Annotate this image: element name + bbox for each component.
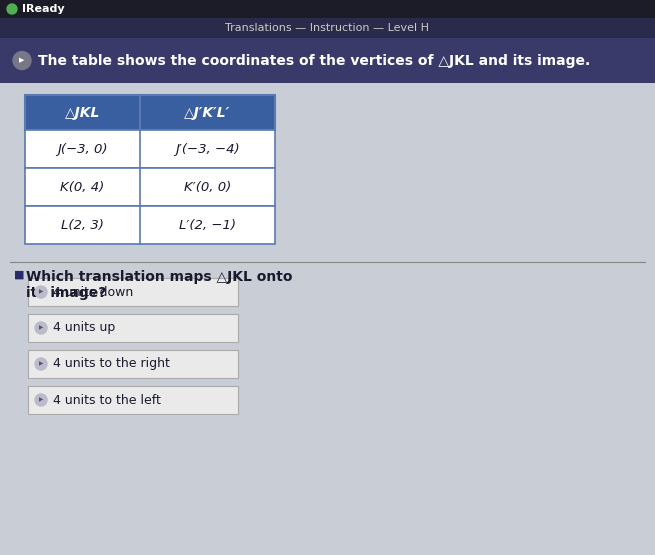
Text: ▶: ▶	[39, 361, 43, 366]
Circle shape	[35, 286, 47, 298]
Text: J′(−3, −4): J′(−3, −4)	[175, 143, 240, 155]
Text: 4 units down: 4 units down	[53, 285, 133, 299]
Text: ▶: ▶	[39, 325, 43, 330]
FancyBboxPatch shape	[0, 38, 655, 83]
FancyBboxPatch shape	[25, 95, 275, 130]
FancyBboxPatch shape	[25, 130, 275, 168]
Text: its image?: its image?	[26, 286, 106, 300]
FancyBboxPatch shape	[0, 18, 655, 38]
Text: L(2, 3): L(2, 3)	[61, 219, 104, 231]
FancyBboxPatch shape	[25, 206, 275, 244]
Text: ▶: ▶	[19, 58, 25, 63]
Text: The table shows the coordinates of the vertices of △JKL and its image.: The table shows the coordinates of the v…	[38, 53, 590, 68]
Text: J(−3, 0): J(−3, 0)	[57, 143, 108, 155]
Circle shape	[35, 394, 47, 406]
FancyBboxPatch shape	[28, 278, 238, 306]
FancyBboxPatch shape	[0, 0, 655, 18]
Text: △J′K′L′: △J′K′L′	[184, 105, 231, 119]
Text: Translations — Instruction — Level H: Translations — Instruction — Level H	[225, 23, 429, 33]
Text: K′(0, 0): K′(0, 0)	[184, 180, 231, 194]
Circle shape	[35, 358, 47, 370]
Text: IReady: IReady	[22, 4, 65, 14]
Text: ▶: ▶	[39, 397, 43, 402]
Circle shape	[35, 322, 47, 334]
Text: 4 units up: 4 units up	[53, 321, 115, 335]
Text: 4 units to the left: 4 units to the left	[53, 393, 161, 406]
Text: 4 units to the right: 4 units to the right	[53, 357, 170, 371]
Text: L′(2, −1): L′(2, −1)	[179, 219, 236, 231]
Text: ■: ■	[14, 270, 24, 280]
FancyBboxPatch shape	[25, 168, 275, 206]
Text: K(0, 4): K(0, 4)	[60, 180, 105, 194]
Circle shape	[7, 4, 17, 14]
FancyBboxPatch shape	[28, 386, 238, 414]
FancyBboxPatch shape	[0, 83, 655, 555]
Text: ▶: ▶	[39, 290, 43, 295]
Text: △JKL: △JKL	[65, 105, 100, 119]
Circle shape	[13, 52, 31, 69]
FancyBboxPatch shape	[28, 350, 238, 378]
Text: Which translation maps △JKL onto: Which translation maps △JKL onto	[26, 270, 293, 284]
FancyBboxPatch shape	[28, 314, 238, 342]
